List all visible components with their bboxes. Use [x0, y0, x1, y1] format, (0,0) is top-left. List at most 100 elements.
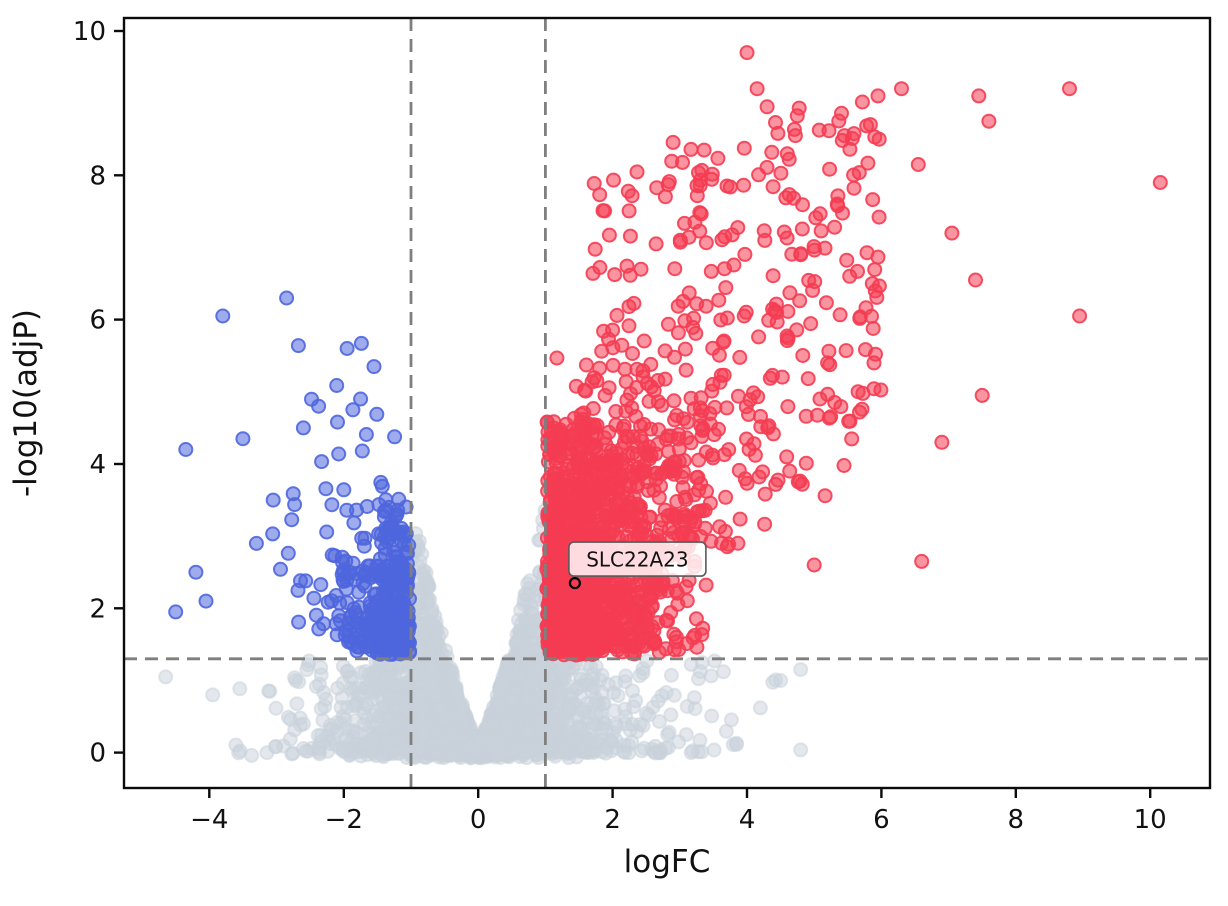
data-point-down-regulated: [396, 577, 411, 593]
data-point-up-regulated: [842, 268, 858, 284]
data-point-up-regulated: [675, 154, 690, 170]
data-point-down-regulated: [318, 481, 334, 497]
data-point-up-regulated: [576, 590, 592, 606]
data-point-not-significant: [405, 715, 420, 731]
data-point-down-regulated: [329, 378, 345, 393]
data-point-up-regulated: [822, 161, 838, 177]
data-point-not-significant: [793, 742, 809, 758]
data-point-down-regulated: [387, 429, 403, 445]
data-point-not-significant: [773, 673, 789, 688]
data-point-up-regulated: [601, 424, 617, 440]
data-point-up-regulated: [671, 454, 687, 470]
data-point-up-regulated: [632, 500, 647, 516]
data-point-down-regulated: [346, 515, 362, 531]
data-point-up-regulated: [765, 268, 781, 284]
data-point-up-regulated: [779, 146, 795, 162]
data-point-down-regulated: [280, 545, 296, 561]
data-point-up-regulated: [547, 602, 563, 618]
data-point-up-regulated: [736, 177, 752, 193]
data-point-up-regulated: [712, 374, 728, 390]
data-point-not-significant: [414, 687, 430, 703]
data-point-up-regulated: [858, 342, 873, 358]
data-point-up-regulated: [650, 615, 666, 631]
data-point-down-regulated: [339, 341, 355, 356]
data-point-not-significant: [467, 743, 482, 759]
data-point-up-regulated: [668, 634, 684, 650]
data-point-not-significant: [793, 662, 809, 678]
data-point-not-significant: [540, 729, 556, 745]
data-point-up-regulated: [610, 642, 626, 658]
data-point-not-significant: [426, 619, 442, 635]
data-point-not-significant: [661, 724, 677, 740]
data-point-up-regulated: [860, 155, 876, 171]
data-point-up-regulated: [669, 494, 685, 509]
data-point-up-regulated: [592, 260, 608, 275]
data-point-up-regulated: [867, 262, 883, 278]
y-tick-label: 10: [73, 17, 106, 47]
data-point-up-regulated: [821, 123, 837, 139]
data-point-not-significant: [531, 659, 547, 675]
data-point-up-regulated: [635, 630, 651, 645]
data-point-up-regulated: [801, 272, 817, 288]
data-point-up-regulated: [914, 553, 930, 569]
data-point-down-regulated: [398, 499, 414, 515]
data-point-up-regulated: [757, 486, 773, 502]
data-point-not-significant: [205, 687, 221, 703]
data-point-up-regulated: [601, 380, 617, 396]
data-point-up-regulated: [710, 150, 726, 166]
data-point-up-regulated: [768, 115, 783, 130]
data-point-not-significant: [308, 679, 324, 695]
data-point-up-regulated: [798, 408, 814, 424]
data-point-not-significant: [617, 716, 633, 732]
data-point-down-regulated: [215, 308, 231, 324]
data-point-up-regulated: [683, 141, 699, 157]
data-point-not-significant: [706, 742, 722, 758]
data-point-not-significant: [716, 664, 731, 680]
data-point-not-significant: [651, 714, 667, 729]
data-point-up-regulated: [737, 246, 753, 262]
data-point-up-regulated: [683, 435, 699, 451]
data-point-not-significant: [449, 687, 465, 703]
data-point-not-significant: [232, 681, 248, 697]
data-point-up-regulated: [690, 469, 706, 485]
data-point-up-regulated: [800, 371, 816, 387]
data-point-up-regulated: [747, 447, 763, 463]
data-point-up-regulated: [628, 408, 644, 424]
data-point-down-regulated: [353, 391, 369, 407]
data-point-not-significant: [718, 723, 734, 739]
data-point-not-significant: [625, 683, 640, 699]
data-point-up-regulated: [780, 399, 796, 415]
highlighted-point-marker: [568, 576, 582, 590]
data-point-not-significant: [426, 635, 442, 651]
data-point-up-regulated: [607, 506, 623, 522]
data-point-up-regulated: [677, 313, 693, 329]
data-point-down-regulated: [369, 406, 385, 422]
data-point-up-regulated: [539, 415, 555, 430]
data-point-up-regulated: [793, 247, 809, 263]
data-point-up-regulated: [695, 420, 711, 436]
data-point-up-regulated: [836, 458, 852, 473]
data-point-up-regulated: [721, 442, 737, 458]
data-point-up-regulated: [803, 316, 819, 332]
data-point-down-regulated: [379, 533, 395, 549]
data-point-down-regulated: [372, 551, 388, 567]
data-point-not-significant: [388, 679, 404, 695]
data-point-not-significant: [337, 732, 353, 748]
data-point-up-regulated: [806, 239, 822, 255]
data-point-up-regulated: [621, 318, 637, 334]
data-point-not-significant: [752, 700, 768, 716]
data-point-up-regulated: [782, 463, 798, 479]
data-point-up-regulated: [732, 349, 748, 365]
data-point-down-regulated: [389, 632, 405, 648]
data-point-up-regulated: [968, 272, 983, 288]
data-point-up-regulated: [722, 179, 738, 195]
data-point-down-regulated: [358, 427, 374, 442]
data-point-up-regulated: [614, 579, 630, 595]
data-point-up-regulated: [870, 249, 886, 265]
data-point-down-regulated: [366, 359, 382, 375]
data-point-not-significant: [428, 745, 444, 761]
data-point-up-regulated: [764, 144, 780, 160]
data-point-down-regulated: [331, 446, 347, 462]
data-point-down-regulated: [291, 614, 307, 630]
